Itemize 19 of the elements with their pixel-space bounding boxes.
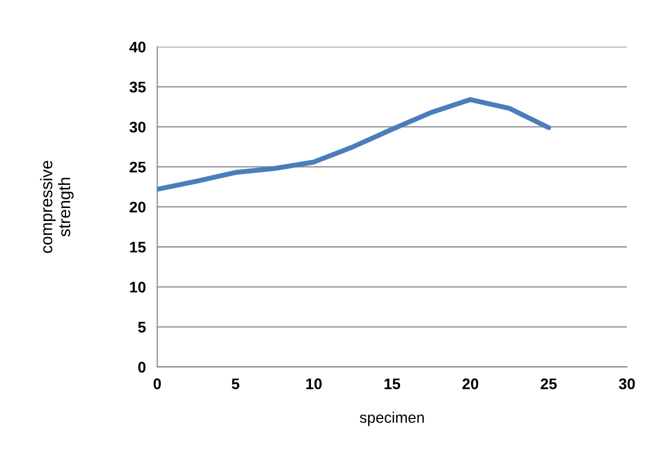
y-tick-label: 0 xyxy=(138,362,146,373)
y-tick-label: 15 xyxy=(130,242,146,253)
x-tick-label: 5 xyxy=(232,378,240,390)
line-series xyxy=(157,97,552,192)
y-axis-title: compressive strength xyxy=(40,160,74,253)
y-tick-label: 20 xyxy=(130,202,146,213)
y-tick-label: 25 xyxy=(130,162,146,173)
x-tick-label: 30 xyxy=(618,378,635,390)
x-axis-title: specimen xyxy=(360,412,424,426)
x-tick-label: 20 xyxy=(462,378,478,390)
y-tick-label: 5 xyxy=(138,322,146,333)
y-tick-label: 30 xyxy=(129,122,146,133)
x-tick-label: 10 xyxy=(306,378,322,390)
y-tick-label: 35 xyxy=(129,82,146,93)
y-tick-label: 10 xyxy=(130,282,146,293)
x-tick-label: 0 xyxy=(154,378,161,390)
x-tick-label: 25 xyxy=(540,378,557,390)
y-tick-label: 40 xyxy=(129,42,146,52)
x-tick-label: 15 xyxy=(384,378,400,390)
